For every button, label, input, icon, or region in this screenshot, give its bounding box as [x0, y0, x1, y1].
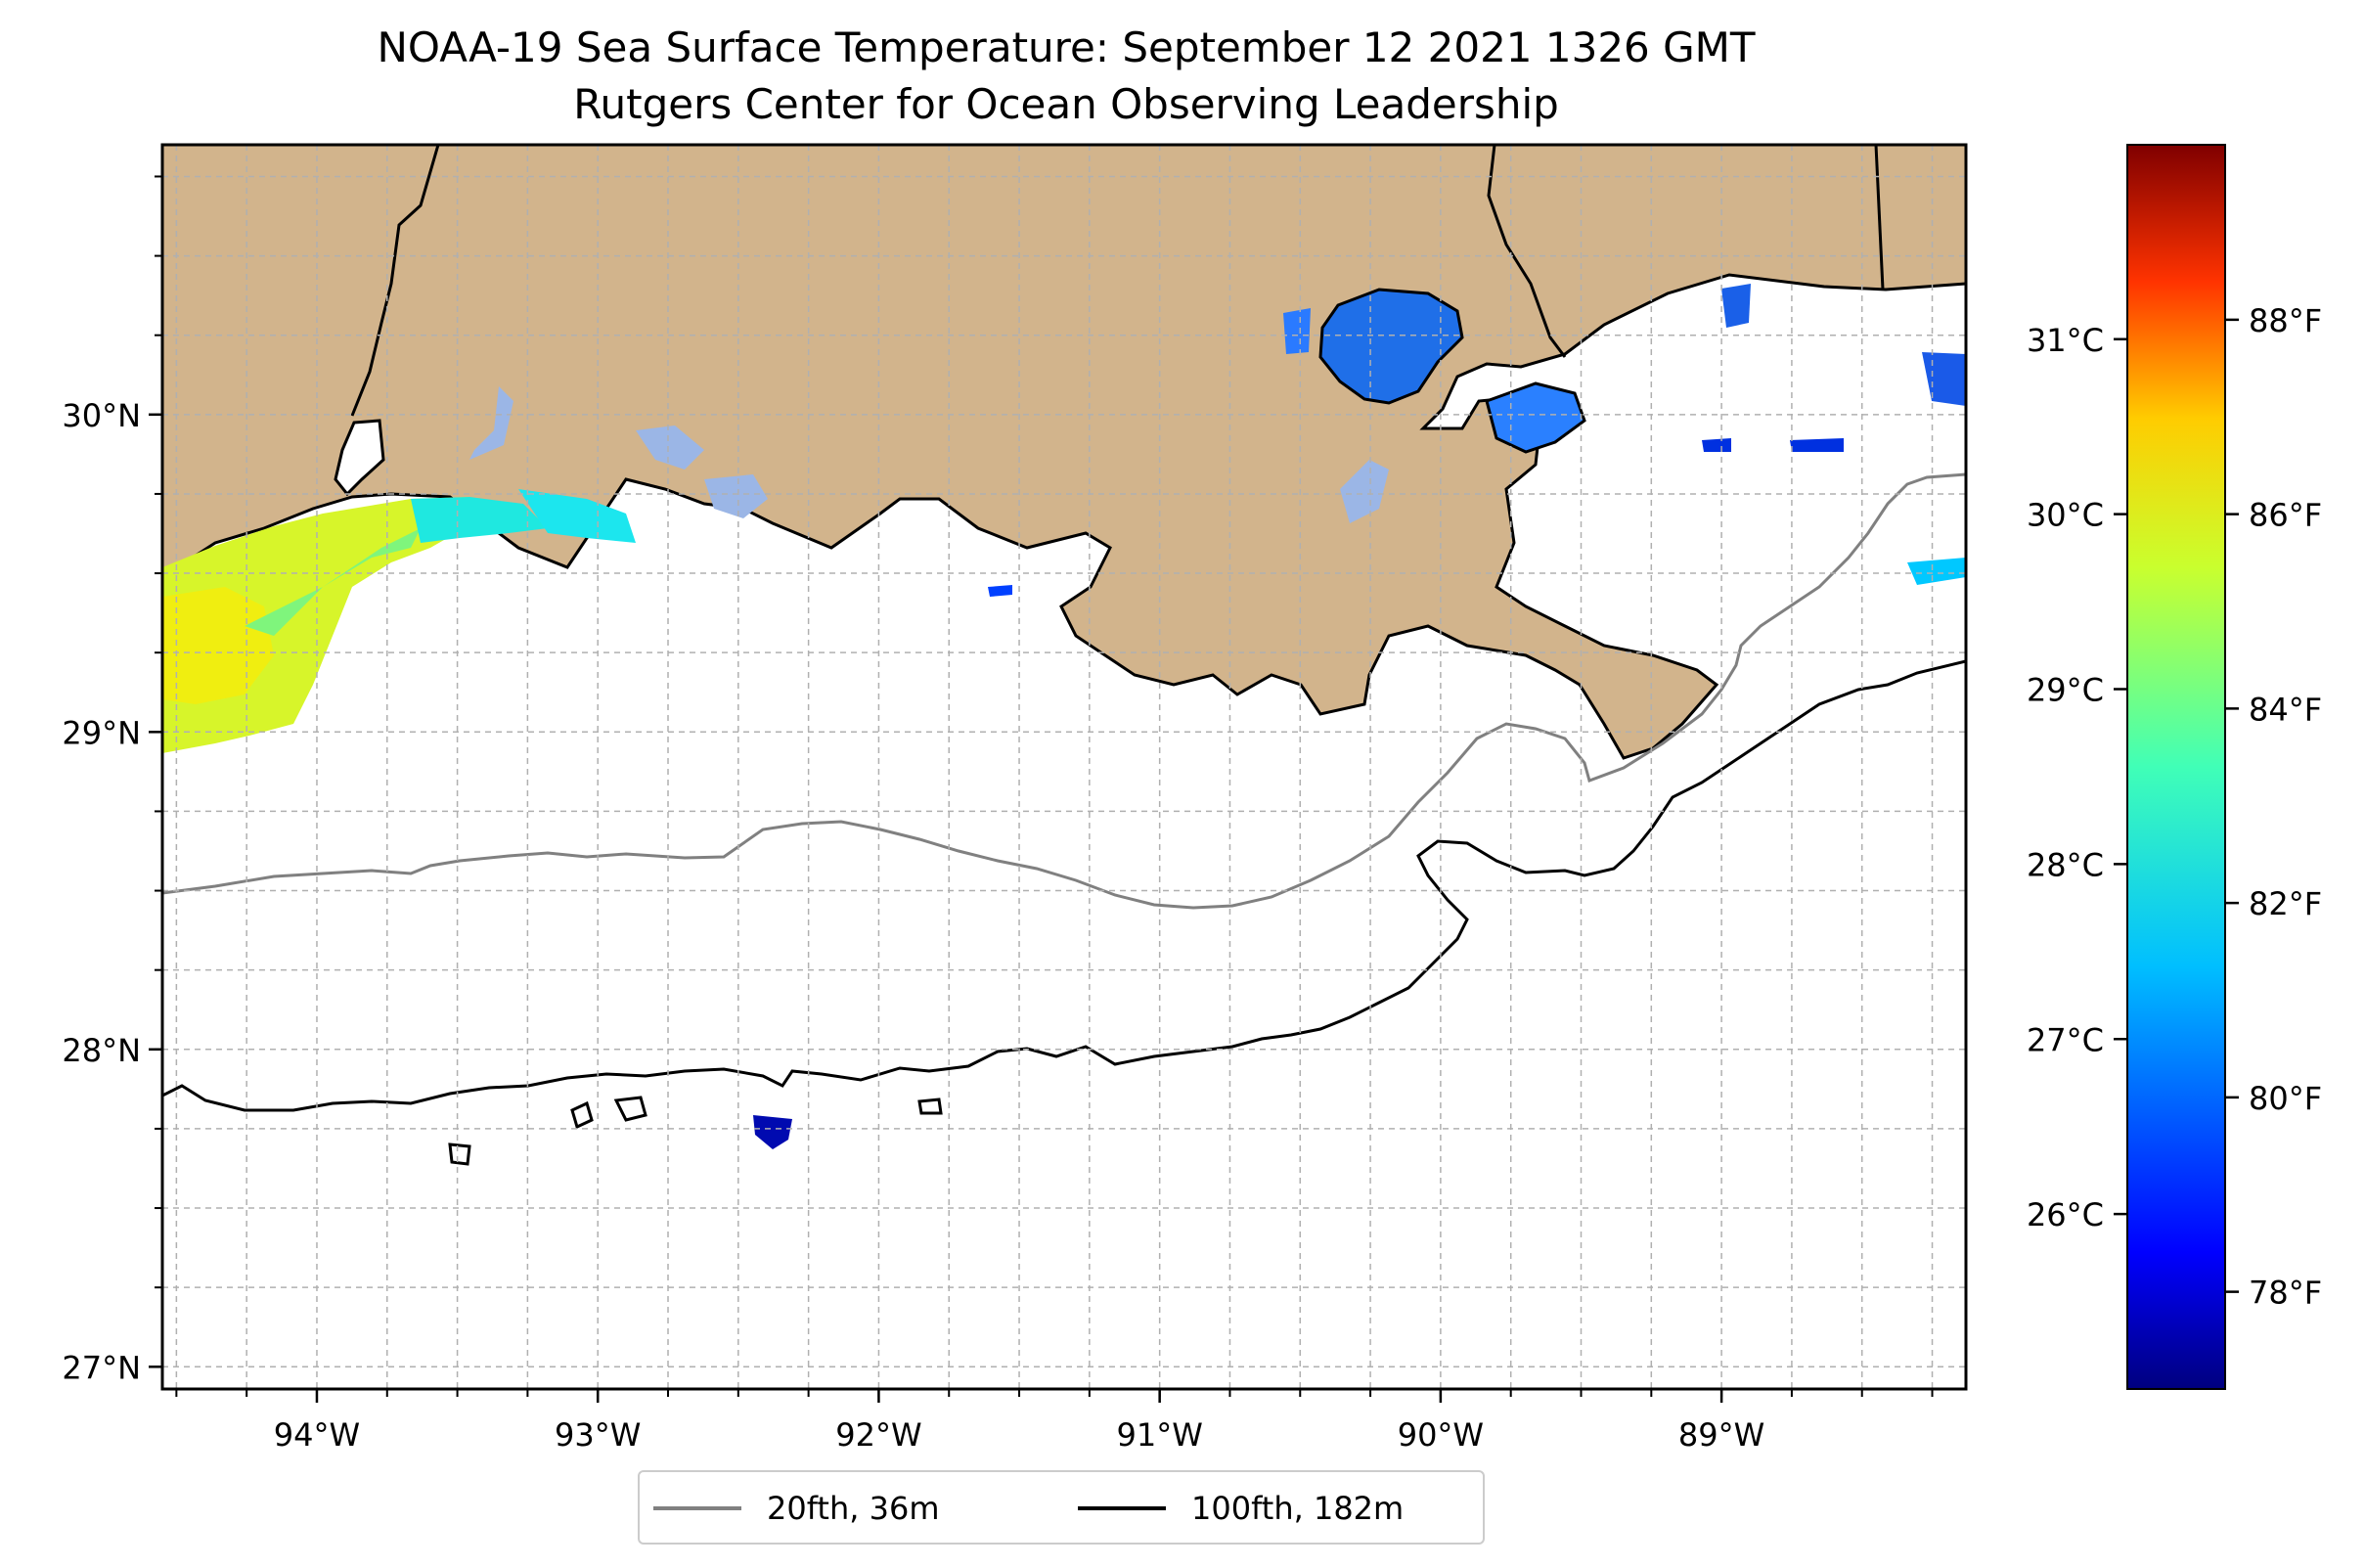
colorbar-c-label: 30°C: [2027, 497, 2104, 534]
map-title: NOAA-19 Sea Surface Temperature: Septemb…: [377, 23, 1756, 71]
lon-tick-label: 93°W: [555, 1416, 641, 1454]
colorbar-c-label: 29°C: [2027, 672, 2104, 709]
colorbar-ticks: 78°F 80°F 82°F 84°F 86°F 88°F 26°C 27°C 28°C 29°C…: [2027, 302, 2322, 1312]
state-border: [1874, 145, 1885, 291]
lat-tick-label: 29°N: [62, 714, 141, 751]
colorbar-c-label: 28°C: [2027, 846, 2104, 883]
inland-lake: [469, 386, 513, 460]
sst-data-patch: [1702, 438, 1731, 452]
colorbar-f-label: 84°F: [2249, 691, 2322, 728]
inland-lake: [1340, 460, 1389, 523]
isobath-20fth: [162, 472, 1966, 910]
axis-ticks: 94°W 93°W 92°W 91°W 90°W 89°W 27°N 28°N 29°N 30°N: [62, 175, 1934, 1454]
legend-entry-20fth: 20fth, 36m: [653, 1490, 939, 1527]
state-border: [350, 145, 440, 417]
lat-tick-label: 28°N: [62, 1032, 141, 1069]
map-subtitle: Rutgers Center for Ocean Observing Leade…: [573, 80, 1559, 128]
isobath-100fth: [448, 1142, 471, 1166]
colorbar-c-label: 26°C: [2027, 1196, 2104, 1233]
lon-tick-label: 92°W: [835, 1416, 921, 1454]
lat-tick-label: 27°N: [62, 1349, 141, 1386]
sst-data-patch: [753, 1115, 792, 1149]
sst-data-patch: [1907, 558, 1966, 585]
sabine-lake: [334, 419, 385, 497]
colorbar-f-label: 88°F: [2249, 302, 2322, 339]
isobath-100fth: [162, 659, 1966, 1112]
lon-tick-label: 89°W: [1678, 1416, 1764, 1454]
legend-label-100fth: 100fth, 182m: [1191, 1490, 1405, 1527]
legend-swatch-20fth: [653, 1506, 741, 1510]
sst-data-patch: [518, 489, 636, 543]
lat-tick-label: 30°N: [62, 397, 141, 434]
isobath-100fth: [917, 1098, 943, 1115]
colorbar-f-label: 80°F: [2249, 1080, 2322, 1117]
colorbar-f-label: 78°F: [2249, 1275, 2322, 1312]
sst-data-patch: [245, 528, 421, 636]
sst-data-patch: [411, 497, 548, 543]
colorbar: [2126, 144, 2226, 1390]
sst-data-patch: [1721, 284, 1751, 328]
sst-data-patch: [1790, 438, 1844, 452]
land-area: [162, 145, 1966, 760]
legend-label-20fth: 20fth, 36m: [767, 1490, 940, 1527]
graticule: [162, 145, 1966, 1389]
legend: 20fth, 36m 100fth, 182m: [638, 1470, 1485, 1545]
sst-data-patch: [1283, 308, 1311, 354]
lake-borgne: [1485, 381, 1586, 454]
legend-entry-100fth: 100fth, 182m: [1078, 1490, 1404, 1527]
state-border: [1487, 145, 1567, 358]
map-frame: [160, 143, 1968, 1391]
legend-swatch-100fth: [1078, 1506, 1166, 1510]
inland-lake: [704, 474, 768, 518]
colorbar-c-label: 27°C: [2027, 1021, 2104, 1058]
inland-lake: [636, 426, 704, 470]
lon-tick-label: 91°W: [1116, 1416, 1202, 1454]
lon-tick-label: 90°W: [1398, 1416, 1484, 1454]
colorbar-f-label: 86°F: [2249, 497, 2322, 534]
colorbar-c-label: 31°C: [2027, 322, 2104, 359]
lake-pontchartrain: [1318, 288, 1464, 405]
colorbar-f-label: 82°F: [2249, 885, 2322, 922]
lon-tick-label: 94°W: [274, 1416, 360, 1454]
sst-data-patch: [988, 585, 1012, 597]
isobath-100fth: [570, 1100, 594, 1130]
isobath-100fth: [613, 1096, 647, 1122]
